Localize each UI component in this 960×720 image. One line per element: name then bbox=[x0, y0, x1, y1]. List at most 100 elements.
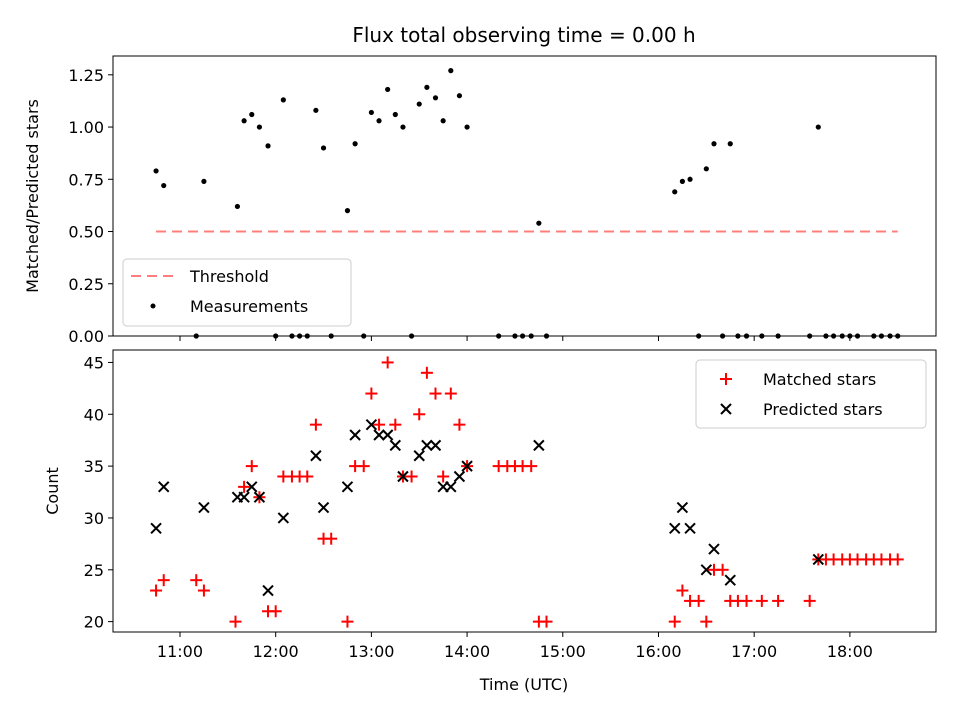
predicted-stars-point bbox=[381, 429, 394, 441]
measurements-point bbox=[687, 176, 693, 182]
bottom-x-axis-label: Time (UTC) bbox=[479, 675, 568, 694]
measurements-point bbox=[456, 93, 463, 99]
measurements-point bbox=[464, 124, 470, 130]
matched-stars-point bbox=[325, 532, 338, 545]
bottom-series-layer bbox=[150, 356, 904, 628]
top-axes-frame bbox=[112, 55, 937, 337]
matched-stars-point bbox=[190, 574, 203, 587]
bot-y-tick-label: 45 bbox=[84, 353, 104, 372]
measurements-point bbox=[448, 68, 454, 74]
measurements-point bbox=[352, 141, 358, 147]
matched-stars-point bbox=[437, 470, 450, 483]
bottom-x-axis: 11:00 12:00 13:00 14:00 15:00 16:00 17:00 18:00 bbox=[157, 632, 873, 661]
measurements-point bbox=[432, 95, 439, 101]
predicted-stars-point bbox=[317, 501, 330, 514]
top-y-tick-label: 0.25 bbox=[68, 275, 104, 294]
matched-stars-point bbox=[668, 615, 681, 628]
measurements-point bbox=[201, 178, 207, 184]
top-x-axis bbox=[179, 336, 851, 341]
measurements-point bbox=[727, 141, 733, 147]
legend-predicted-label: Predicted stars bbox=[763, 400, 883, 419]
predicted-stars-point bbox=[310, 450, 322, 462]
bottom-legend-box bbox=[695, 359, 927, 429]
matched-stars-point bbox=[157, 574, 170, 587]
predicted-stars-point bbox=[421, 439, 433, 452]
matched-stars-point bbox=[150, 584, 163, 597]
predicted-stars-point bbox=[812, 553, 824, 566]
bot-x-tick-label: 14:00 bbox=[444, 642, 490, 661]
bot-x-tick-label: 12:00 bbox=[253, 642, 299, 661]
matched-stars-point bbox=[413, 408, 426, 421]
matched-stars-point bbox=[229, 615, 242, 628]
measurements-point bbox=[161, 182, 167, 189]
measurements-point bbox=[320, 145, 327, 151]
matched-stars-point bbox=[405, 470, 418, 483]
matched-stars-point bbox=[269, 605, 282, 618]
measurements-point bbox=[400, 124, 406, 130]
measurements-point bbox=[416, 101, 422, 107]
predicted-stars-point bbox=[349, 429, 361, 441]
predicted-stars-point bbox=[684, 522, 696, 535]
matched-stars-point bbox=[716, 563, 729, 576]
legend-threshold-label: Threshold bbox=[189, 267, 269, 286]
legend-matched-swatch bbox=[720, 373, 732, 385]
measurements-point bbox=[679, 178, 686, 184]
legend-matched-label: Matched stars bbox=[763, 370, 876, 389]
matched-stars-point bbox=[365, 387, 378, 400]
matched-stars-point bbox=[453, 418, 466, 431]
matched-stars-point bbox=[357, 460, 370, 473]
measurements-point bbox=[424, 84, 430, 90]
matched-stars-point bbox=[444, 387, 457, 400]
matched-stars-point bbox=[341, 615, 354, 628]
predicted-stars-point bbox=[445, 481, 457, 493]
matched-stars-point bbox=[772, 594, 785, 607]
measurements-point bbox=[249, 111, 255, 118]
predicted-stars-point bbox=[453, 470, 466, 483]
matched-stars-point bbox=[803, 594, 816, 607]
measurements-point bbox=[265, 143, 271, 149]
top-y-tick-label: 1.00 bbox=[68, 118, 104, 137]
measurements-point bbox=[234, 203, 241, 210]
matched-stars-point bbox=[540, 615, 553, 628]
matched-stars-point bbox=[525, 460, 538, 473]
measurements-point bbox=[815, 124, 821, 130]
matched-stars-point bbox=[740, 594, 753, 607]
bot-x-tick-label: 13:00 bbox=[348, 642, 394, 661]
matched-stars-point bbox=[238, 480, 251, 493]
predicted-stars-point bbox=[389, 439, 402, 452]
matched-stars-point bbox=[891, 553, 904, 566]
top-legend: Threshold Measurements bbox=[122, 258, 352, 327]
top-y-tick-label: 1.25 bbox=[68, 66, 104, 85]
bottom-plot-area: 20 25 30 35 40 45 11:00 12:00 13:00 14:00 15:00 16… bbox=[84, 349, 937, 661]
measurements-point bbox=[385, 86, 391, 93]
measurements-point bbox=[256, 124, 263, 130]
legend-measurements-swatch bbox=[150, 303, 156, 309]
predicted-stars-point bbox=[198, 501, 210, 514]
bot-y-tick-label: 35 bbox=[84, 457, 104, 476]
legend-predicted-swatch bbox=[720, 403, 732, 415]
measurements-point bbox=[153, 168, 159, 174]
predicted-stars-point bbox=[277, 512, 290, 524]
bottom-y-axis-label: Count bbox=[43, 467, 62, 515]
matched-stars-point bbox=[197, 584, 210, 597]
predicted-stars-point bbox=[676, 501, 689, 514]
measurements-point bbox=[313, 107, 319, 113]
measurements-point bbox=[711, 141, 717, 147]
predicted-stars-point bbox=[373, 429, 385, 441]
matched-stars-point bbox=[420, 366, 433, 379]
measurements-point bbox=[241, 118, 247, 124]
predicted-stars-point bbox=[150, 522, 162, 535]
predicted-stars-point bbox=[238, 491, 250, 503]
matched-stars-point bbox=[676, 584, 689, 597]
top-plot-area: 0.00 0.25 0.50 0.75 1.00 1.25 bbox=[68, 55, 937, 346]
top-y-axis: 0.00 0.25 0.50 0.75 1.00 1.25 bbox=[68, 66, 113, 346]
matched-stars-point bbox=[245, 460, 258, 473]
matched-stars-point bbox=[429, 387, 442, 400]
matched-stars-point bbox=[389, 418, 402, 431]
measurements-point bbox=[536, 220, 542, 226]
bottom-y-axis: 20 25 30 35 40 45 bbox=[84, 353, 113, 632]
bottom-axes-frame bbox=[112, 349, 937, 633]
predicted-stars-point bbox=[413, 450, 425, 462]
bot-x-tick-label: 16:00 bbox=[635, 642, 681, 661]
